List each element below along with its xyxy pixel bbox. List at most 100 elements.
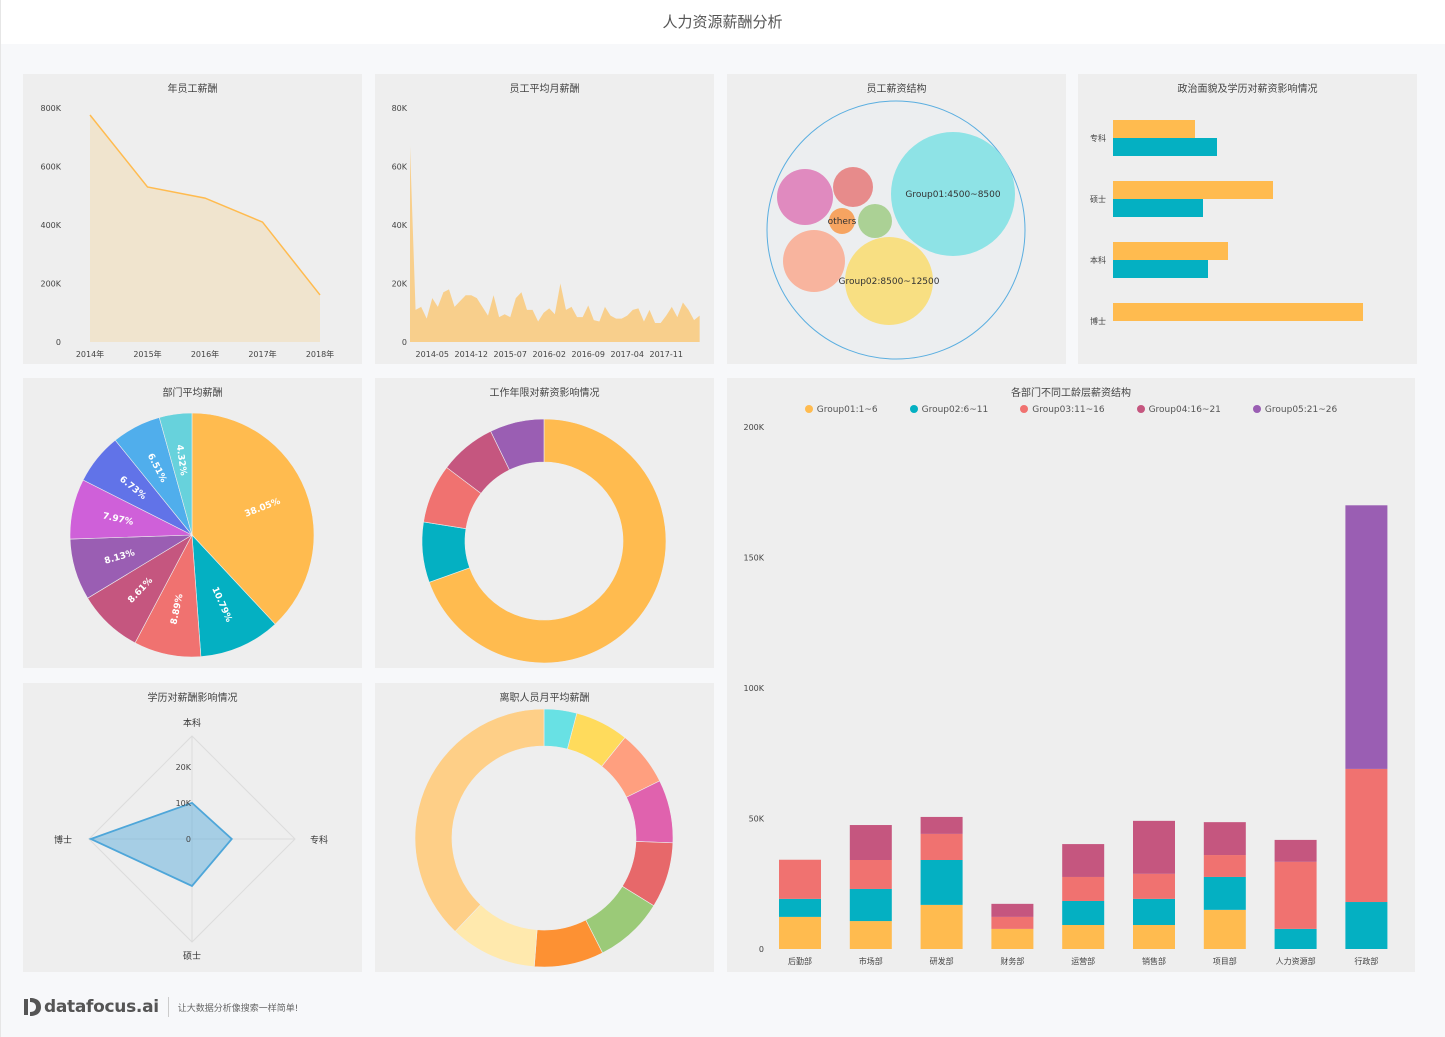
bar [1113,138,1217,156]
bar-segment [991,916,1034,929]
salary-structure-bubble-chart: Group01:4500~8500 Group02:8500~12500 other… [766,100,1026,360]
bar [1113,303,1363,321]
panel-salary-structure: 员工薪资结构 Group01:4500~8500 Group02:8500~125… [727,74,1066,364]
bubble-label: Group01:4500~8500 [905,190,1001,200]
area-fill [410,146,700,342]
annual-salary-chart: 0 200K 400K 600K 800K 2014年 2015年 2016年 2017年 201… [40,104,334,359]
y-tick-label: 200K [743,423,764,432]
bar-segment [1133,924,1175,949]
chart-title: 员工薪资结构 [866,84,927,95]
legend-item[interactable]: Group01:1~6 [804,405,878,415]
legend-item[interactable]: Group04:16~21 [1136,405,1221,415]
y-tick-label: 40K [392,221,408,230]
bar [1113,181,1273,199]
chart-title: 各部门不同工龄层薪资结构 [1011,388,1131,399]
panel-leavers-salary: 离职人员月平均薪酬 [375,683,714,972]
radial-tick-label: 10K [176,799,192,808]
legend-label: Group04:16~21 [1148,405,1221,415]
x-tick-label: 2016年 [191,349,219,359]
legend-dot-icon [1020,405,1029,413]
legend-dot-icon [1252,405,1261,413]
datafocus-logo-icon [22,996,42,1018]
bar-segment [1345,902,1388,949]
chart-legend: Group01:1~6 Group02:6~11 Group03:11~16 Grou… [727,405,1415,415]
bubble [777,169,833,225]
bar-segment [1274,928,1317,949]
bar-segment [1274,861,1317,929]
x-category-label: 行政部 [1354,956,1378,966]
bar [1113,260,1208,278]
legend-dot-icon [1136,405,1145,413]
bubble [783,230,845,292]
pie-slice [158,412,193,536]
x-tick-label: 2014年 [76,349,104,359]
dashboard-header: 人力资源薪酬分析 [0,0,1445,44]
brand-name: datafocus.ai [44,997,159,1017]
x-tick-label: 2015年 [133,349,161,359]
tenure-donut-chart [421,418,667,664]
bar-segment [1062,844,1105,877]
legend-label: Group02:6~11 [921,405,989,415]
x-category-label: 财务部 [1000,956,1024,966]
panel-education-effect: 学历对薪酬影响情况 0 10K 20K 本科 专科 硕士 博士 [23,683,362,972]
bubble [858,204,892,238]
x-category-label: 市场部 [859,956,883,966]
bar-segment [991,928,1034,949]
dashboard-title: 人力资源薪酬分析 [662,13,783,31]
x-tick-label: 2015-07 [494,350,527,359]
y-tick-label: 200K [40,280,61,289]
bar-segment [1203,822,1246,856]
chart-title: 部门平均薪酬 [162,388,223,399]
bar-segment [1133,898,1175,925]
bar-segment [1062,876,1105,901]
panel-dept-avg-salary: 部门平均薪酬 38.05% 10.79% 8.89% 8.61% 8.13% 7.97% 6… [23,378,362,668]
radial-tick-label: 0 [186,835,191,844]
y-tick-label: 800K [40,104,61,113]
bar-segment [779,916,821,949]
y-tick-label: 400K [40,221,61,230]
x-category-label: 人力资源部 [1276,956,1316,966]
pie-slice [490,418,545,471]
bar-segment [920,833,963,860]
radar-axis-label: 专科 [310,834,328,846]
y-category-label: 专科 [1090,133,1106,143]
chart-title: 员工平均月薪酬 [509,84,580,95]
legend-item[interactable]: Group03:11~16 [1020,405,1105,415]
pie-slice [191,534,276,657]
x-category-label: 销售部 [1142,956,1166,966]
bar-segment [920,904,963,949]
brand-slogan: 让大数据分析像搜索一样简单! [177,1003,299,1014]
panel-annual-salary: 年员工薪酬 0 200K 400K 600K 800K 2014年 2015年 2016年 20… [23,74,362,364]
frame-border [0,0,1,1037]
x-tick-label: 2014-05 [416,350,449,359]
monthly-salary-chart: 0 20K 40K 60K 80K 2014-05 2014-12 2015-07 2016-0… [392,104,700,359]
bubble [891,132,1015,256]
x-tick-label: 2016-02 [533,350,566,359]
y-category-label: 本科 [1090,255,1106,265]
y-tick-label: 0 [402,338,407,347]
legend-dot-icon [804,405,813,413]
bar [1113,242,1228,260]
chart-title: 学历对薪酬影响情况 [147,693,238,704]
bar-segment [779,898,821,917]
chart-title: 工作年限对薪资影响情况 [489,388,600,399]
bar-segment [1203,876,1246,910]
pie-slice [191,412,315,625]
x-tick-label: 2017-04 [611,350,644,359]
area-fill [90,115,320,342]
radar-area [88,801,234,888]
legend-item[interactable]: Group05:21~26 [1252,405,1338,415]
bar-segment [1345,505,1388,769]
bar-segment [779,859,821,899]
footer-separator [167,997,169,1017]
y-tick-label: 60K [392,163,408,172]
bar-segment [1062,924,1105,949]
panel-politics-education: 政治面貌及学历对薪资影响情况 专科 硕士 本科 博士 [1078,74,1417,364]
bar-segment [1203,909,1246,949]
bar-segment [1133,820,1175,874]
y-tick-label: 100K [743,684,764,693]
legend-label: Group05:21~26 [1264,405,1338,415]
legend-item[interactable]: Group02:6~11 [909,405,989,415]
